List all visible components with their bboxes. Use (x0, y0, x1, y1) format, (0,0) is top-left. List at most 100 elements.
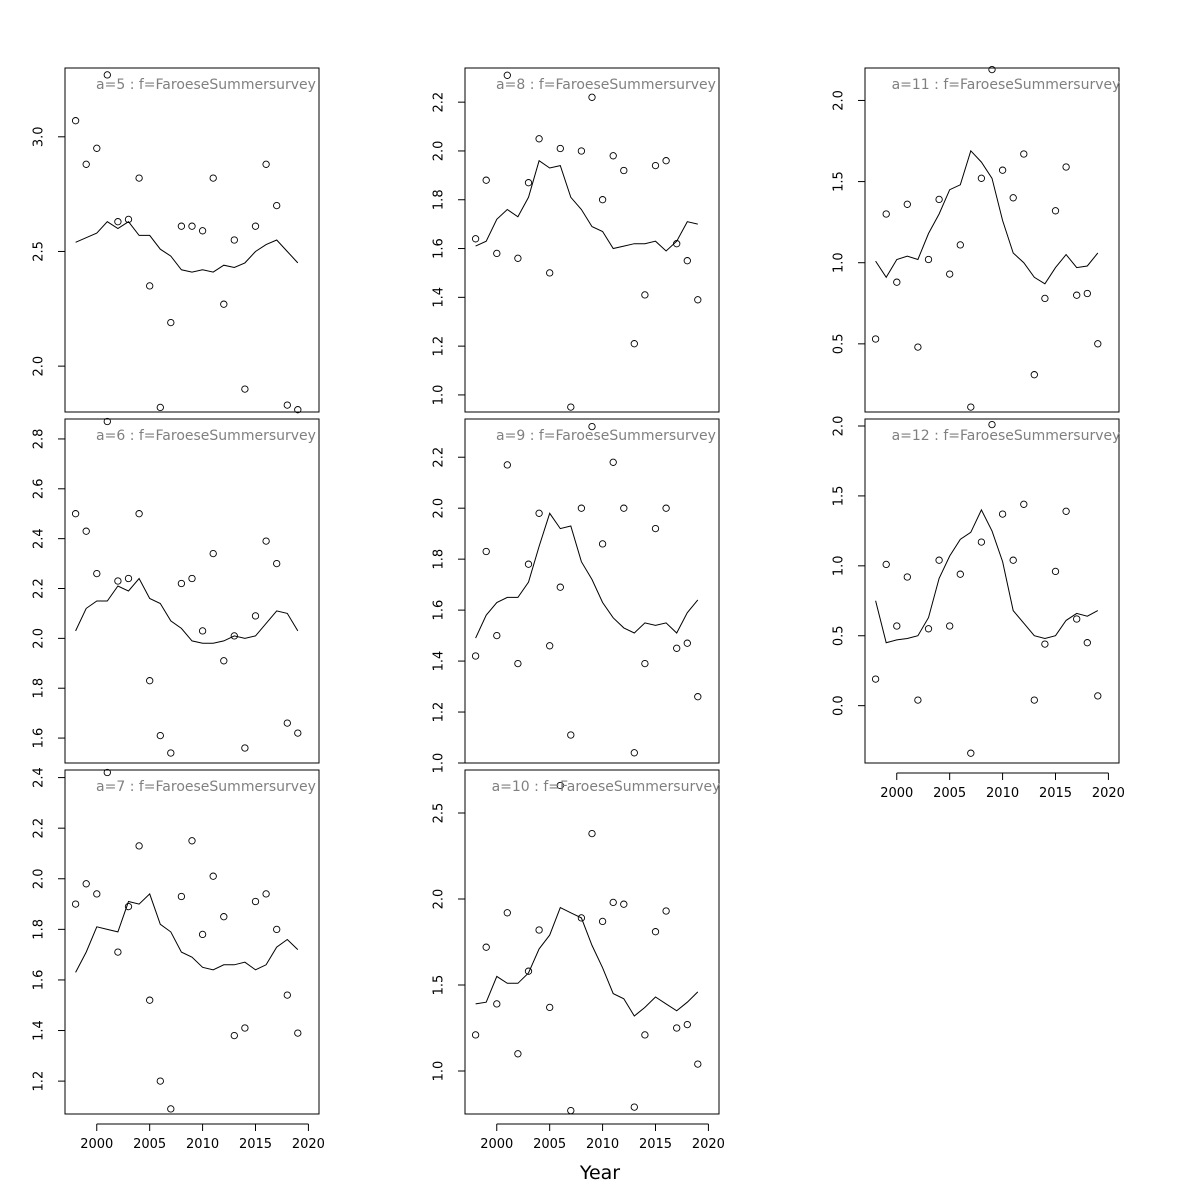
observed-point (567, 1106, 575, 1115)
panel-5: 1.0 1.2 1.4 1.6 1.8 2.0 2.2 a=9 : f=FaroeseSumm… (432, 418, 720, 774)
observed-point (294, 406, 302, 414)
observed-point (641, 659, 649, 668)
x-tick-label: 2005 (933, 786, 966, 801)
observed-point (482, 547, 490, 556)
observed-point (956, 570, 964, 578)
observed-point (471, 235, 480, 243)
observed-point (146, 996, 154, 1004)
y-tick-label: 1.4 (432, 287, 447, 308)
observed-point (683, 257, 691, 265)
observed-point (493, 1000, 501, 1008)
observed-point (1041, 294, 1049, 303)
observed-point (546, 1003, 554, 1012)
observed-point (503, 461, 511, 469)
observed-point (977, 538, 986, 546)
observed-point (694, 296, 702, 304)
observed-point (914, 696, 922, 704)
y-tick-label: 2.0 (32, 356, 47, 377)
x-tick-label: 2020 (292, 1137, 325, 1152)
observed-point (135, 174, 143, 182)
y-tick-label: 2.2 (32, 578, 47, 599)
y-tick-label: 2.2 (432, 92, 447, 113)
observed-point (977, 174, 986, 182)
observed-point (262, 160, 270, 168)
observed-point (683, 639, 691, 647)
observed-point (882, 210, 890, 218)
observed-point (535, 926, 543, 934)
observed-point (588, 93, 596, 101)
observed-point (1051, 567, 1060, 576)
observed-point (167, 749, 175, 757)
panel-2: 1.6 1.8 2.0 2.2 2.4 2.6 2.8 a=6 : f=FaroeseSumm… (32, 417, 320, 764)
observed-point (103, 71, 111, 79)
x-tick-label: 2000 (80, 1137, 113, 1152)
observed-point (220, 300, 228, 308)
observed-point (241, 385, 249, 393)
observed-point (82, 880, 90, 888)
y-tick-label: 0.0 (832, 695, 847, 716)
observed-point (114, 948, 122, 956)
observed-point (524, 179, 533, 187)
panel-title: a=11 : f=FaroeseSummersurvey (892, 77, 1121, 93)
panel-title: a=5 : f=FaroeseSummersurvey (96, 77, 316, 93)
x-tick-label: 2015 (639, 1137, 672, 1152)
observed-point (146, 677, 154, 685)
observed-point (198, 627, 207, 635)
observed-point (620, 504, 628, 512)
observed-point (71, 900, 80, 908)
observed-point (103, 417, 111, 426)
y-tick-label: 2.8 (32, 429, 47, 450)
observed-point (946, 622, 954, 630)
observed-point (946, 270, 954, 278)
y-tick-label: 1.4 (32, 1020, 47, 1041)
observed-point (514, 254, 522, 262)
y-tick-label: 2.0 (32, 628, 47, 649)
observed-point (683, 1020, 691, 1029)
y-tick-label: 1.0 (432, 753, 447, 774)
observed-point (230, 236, 238, 244)
y-tick-label: 2.4 (32, 528, 47, 549)
observed-point (1051, 207, 1060, 215)
observed-point (651, 161, 660, 170)
panel-frame (64, 67, 320, 413)
observed-point (903, 573, 911, 581)
observed-point (471, 1031, 480, 1039)
observed-point (1094, 692, 1102, 700)
observed-point (1030, 371, 1038, 379)
y-tick-label: 2.5 (432, 803, 447, 824)
observed-point (630, 1103, 638, 1111)
observed-point (493, 631, 501, 640)
observed-point (251, 897, 260, 906)
fitted-line (75, 892, 299, 973)
observed-point (546, 642, 554, 650)
observed-point (103, 768, 111, 777)
y-tick-label: 3.0 (32, 126, 47, 147)
panel-title: a=8 : f=FaroeseSummersurvey (496, 77, 716, 93)
observed-point (471, 652, 480, 660)
observed-point (598, 917, 607, 926)
y-tick-label: 0.5 (832, 334, 847, 355)
observed-point (514, 1050, 522, 1058)
observed-point (82, 527, 90, 535)
observed-point (71, 510, 80, 518)
observed-point (871, 675, 880, 683)
observed-point (156, 731, 164, 740)
observed-point (177, 579, 186, 588)
observed-point (620, 900, 628, 908)
observed-point (524, 967, 533, 975)
fitted-line (475, 159, 698, 252)
observed-point (598, 196, 607, 204)
observed-point (630, 749, 638, 757)
observed-point (967, 403, 975, 411)
observed-point (71, 117, 80, 125)
x-tick-label: 2005 (533, 1137, 566, 1152)
y-tick-label: 1.2 (432, 702, 447, 723)
panel-8: 0.0 0.5 1.0 1.5 2.0 2000 2005 2010 2015 2020 a=12 … (832, 416, 1125, 801)
observed-point (577, 914, 586, 922)
observed-point (1073, 291, 1081, 299)
observed-point (641, 1031, 649, 1039)
observed-point (609, 152, 617, 160)
y-tick-label: 2.0 (832, 416, 847, 437)
y-tick-label: 1.5 (832, 171, 847, 192)
panel-6: 1.0 1.5 2.0 2.5 2000 2005 2010 2015 2020 a=10 : f… (432, 769, 725, 1152)
